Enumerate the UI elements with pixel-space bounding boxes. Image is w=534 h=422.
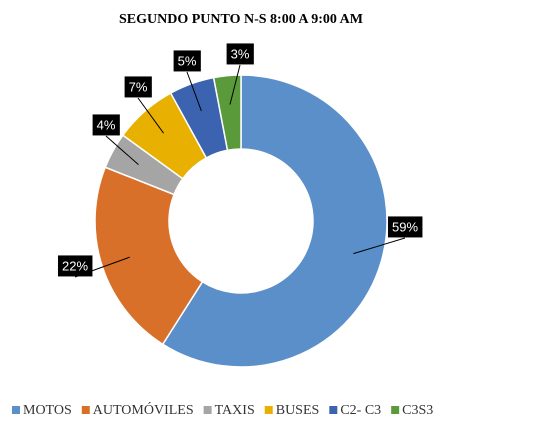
- legend-label: MOTOS: [23, 403, 72, 418]
- legend-marker: [264, 406, 273, 414]
- label-box: [92, 114, 120, 136]
- legend-label: C3S3: [402, 403, 433, 418]
- data-label: 3%: [231, 46, 250, 61]
- legend-marker: [329, 406, 338, 414]
- legend-marker: [391, 406, 400, 414]
- data-label: 22%: [62, 258, 88, 273]
- label-box: [387, 216, 423, 238]
- legend-marker: [12, 406, 20, 414]
- data-label: 5%: [178, 53, 197, 68]
- legend-marker: [203, 406, 212, 414]
- legend-label: C2- C3: [340, 403, 381, 418]
- data-label: 7%: [129, 79, 148, 94]
- legend-label: AUTOMÓVILES: [93, 401, 194, 418]
- label-box: [226, 43, 254, 65]
- data-label: 4%: [97, 117, 116, 132]
- leader-line: [137, 97, 165, 134]
- label-box: [124, 76, 152, 98]
- leader-line: [186, 71, 202, 112]
- slice: [212, 74, 242, 152]
- label-box: [57, 255, 93, 277]
- leader-line: [105, 135, 139, 166]
- data-label: 59%: [392, 219, 418, 234]
- legend-marker: [81, 406, 90, 414]
- legend-label: TAXIS: [215, 403, 255, 418]
- slice: [161, 74, 388, 368]
- slice: [94, 166, 204, 346]
- leader-line: [229, 64, 241, 105]
- chart-title: SEGUNDO PUNTO N-S 8:00 A 9:00 AM: [119, 12, 363, 27]
- leader-line: [353, 237, 406, 255]
- label-box: [173, 50, 201, 72]
- legend-label: BUSES: [276, 403, 320, 418]
